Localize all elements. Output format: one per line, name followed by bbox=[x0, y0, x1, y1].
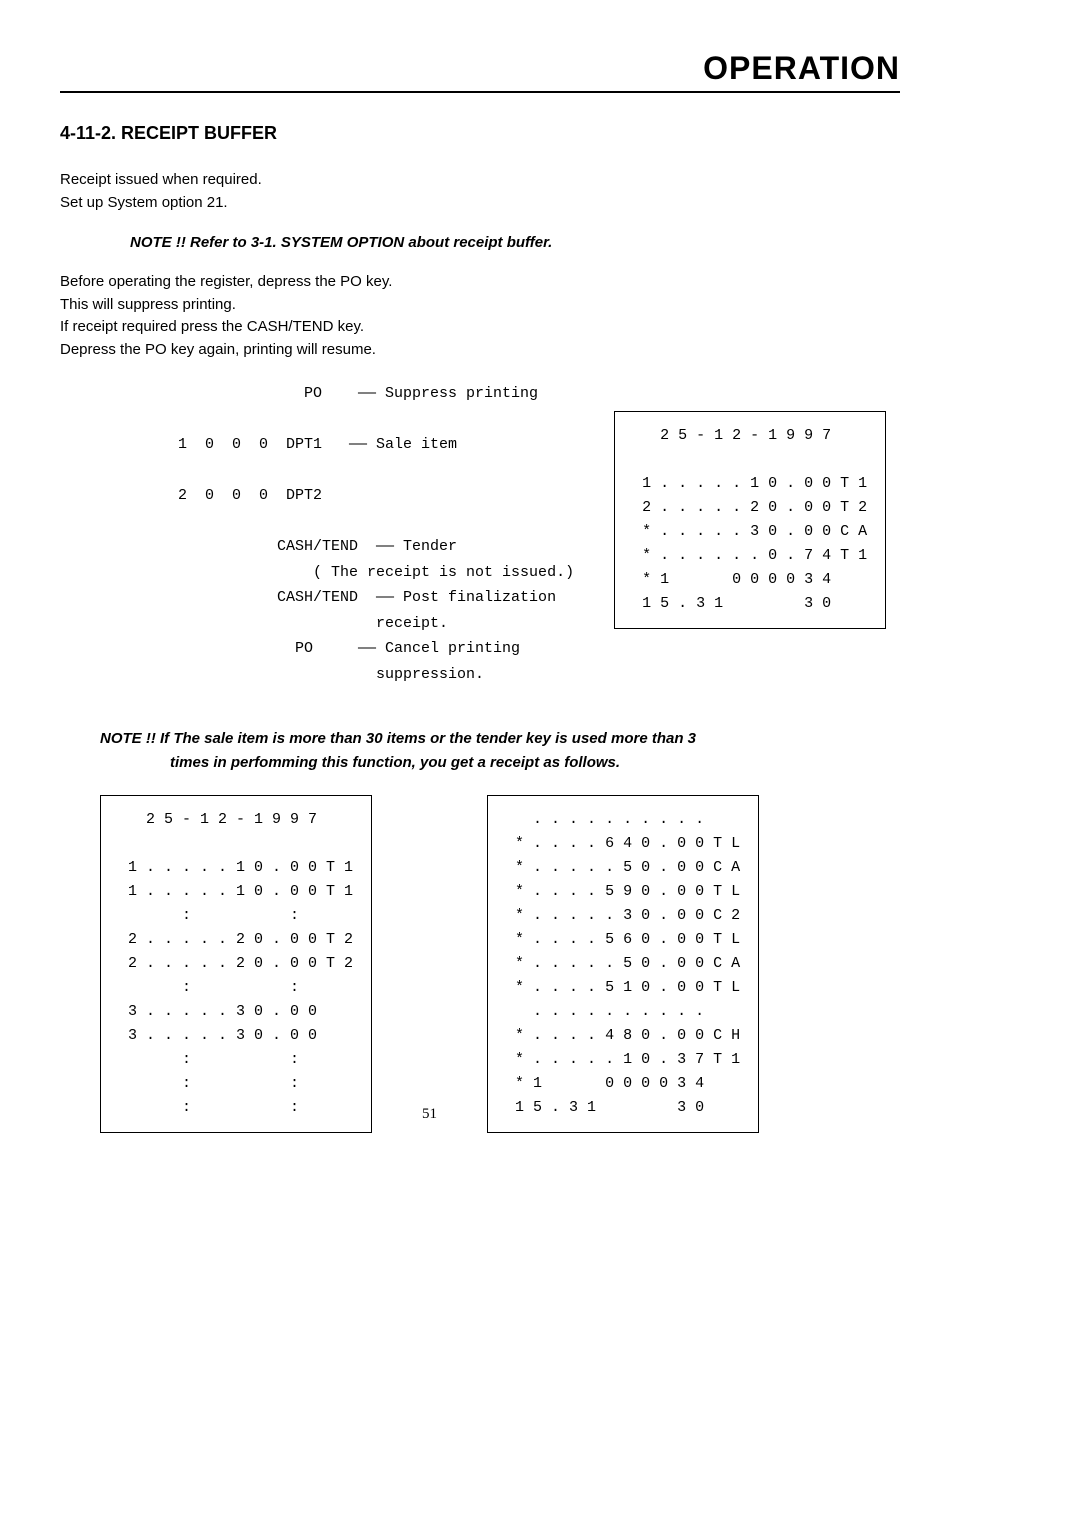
instr-line-4: Depress the PO key again, printing will … bbox=[60, 339, 900, 362]
instr-line-3: If receipt required press the CASH/TEND … bbox=[60, 316, 900, 339]
note-1: NOTE !! Refer to 3-1. SYSTEM OPTION abou… bbox=[130, 234, 900, 251]
operations-sequence: PO ―― Suppress printing 1 0 0 0 DPT1 ―― … bbox=[160, 381, 574, 687]
header-divider bbox=[60, 91, 900, 93]
page-header-title: OPERATION bbox=[60, 50, 900, 87]
intro-line-2: Set up System option 21. bbox=[60, 192, 900, 215]
intro-line-1: Receipt issued when required. bbox=[60, 169, 900, 192]
instr-line-2: This will suppress printing. bbox=[60, 294, 900, 317]
instr-line-1: Before operating the register, depress t… bbox=[60, 271, 900, 294]
receipt-sample-bottom-left: 2 5 - 1 2 - 1 9 9 7 1 . . . . . 1 0 . 0 … bbox=[100, 795, 372, 1133]
section-heading: 4-11-2. RECEIPT BUFFER bbox=[60, 123, 900, 144]
page-number: 51 bbox=[412, 1106, 447, 1133]
receipt-sample-top: 2 5 - 1 2 - 1 9 9 7 1 . . . . . 1 0 . 0 … bbox=[614, 411, 886, 629]
note-2: NOTE !! If The sale item is more than 30… bbox=[100, 727, 900, 775]
note-2-line-2: times in perfomming this function, you g… bbox=[170, 754, 620, 771]
receipt-sample-bottom-right: . . . . . . . . . . * . . . . 6 4 0 . 0 … bbox=[487, 795, 759, 1133]
note-2-line-1: NOTE !! If The sale item is more than 30… bbox=[100, 730, 696, 747]
